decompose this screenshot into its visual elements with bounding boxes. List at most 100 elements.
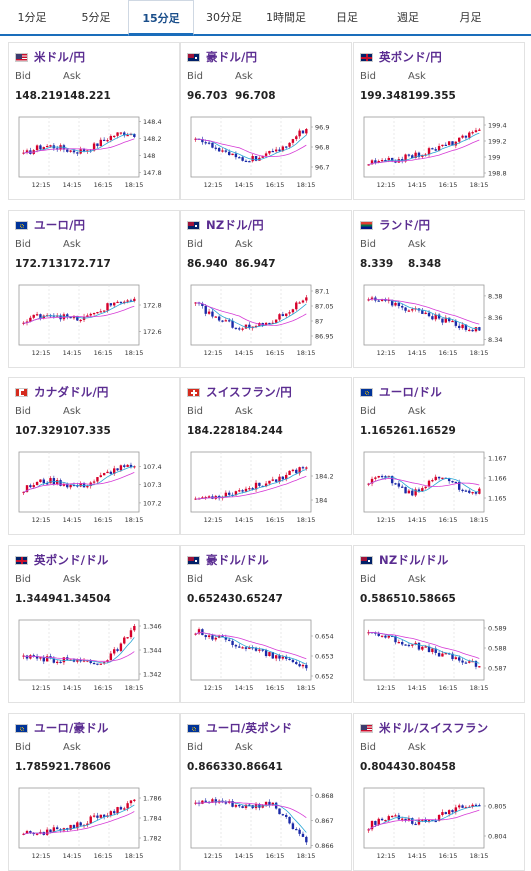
pair-name[interactable]: ユーロ/ドル xyxy=(379,385,442,399)
card-title[interactable]: 英ポンド/円 xyxy=(360,49,442,65)
card-title[interactable]: ユーロ/ドル xyxy=(360,384,442,400)
price-chart[interactable]: 107.4 107.3 107.2 12:15 14:15 16:15 18:15 xyxy=(17,450,173,530)
pair-name[interactable]: ユーロ/英ポンド xyxy=(206,721,293,735)
card-title[interactable]: カナダドル/円 xyxy=(15,384,109,400)
card-title[interactable]: スイスフラン/円 xyxy=(187,384,292,400)
pair-name[interactable]: NZドル/ドル xyxy=(379,553,449,567)
price-chart[interactable]: 148.4 148.2 148 147.8 12:15 14:15 16:15 18:15 xyxy=(17,115,173,195)
pair-name[interactable]: ユーロ/豪ドル xyxy=(34,721,109,735)
card-title[interactable]: 豪ドル/ドル xyxy=(187,552,269,568)
tab-3[interactable]: 30分足 xyxy=(206,11,242,24)
candle-body xyxy=(464,324,468,330)
candle-body xyxy=(427,148,431,155)
candle-body xyxy=(414,823,417,826)
card-title[interactable]: ユーロ/英ポンド xyxy=(187,720,292,736)
card-title[interactable]: NZドル/ドル xyxy=(360,552,449,568)
candle-body xyxy=(109,471,113,474)
card-title[interactable]: ランド/円 xyxy=(360,217,430,233)
candle-body xyxy=(431,148,434,150)
price-chart[interactable]: 0.805 0.804 12:15 14:15 16:15 18:15 xyxy=(362,786,518,866)
bid-label: Bid xyxy=(187,574,203,585)
rate-card[interactable]: NZドル/ドル Bid Ask 0.58651 0.58665 0.589 0.588 0.5… xyxy=(353,545,525,703)
price-chart[interactable]: 0.868 0.867 0.866 12:15 14:15 16:15 18:15 xyxy=(189,786,345,866)
pair-name[interactable]: 豪ドル/円 xyxy=(206,50,258,64)
price-chart[interactable]: 87.1 87.05 87 86.95 12:15 14:15 16:15 18:15 xyxy=(189,283,345,363)
pair-name[interactable]: 英ポンド/ドル xyxy=(34,553,109,567)
tab-6[interactable]: 週足 xyxy=(397,11,419,24)
price-chart[interactable]: 184.2 184 12:15 14:15 16:15 18:15 xyxy=(189,450,345,530)
rate-card[interactable]: ユーロ/ドル Bid Ask 1.16526 1.16529 1.167 1.166 1.16… xyxy=(353,377,525,535)
x-tick-label: 14:15 xyxy=(235,181,254,189)
card-title[interactable]: 米ドル/スイスフラン xyxy=(360,720,488,736)
rate-card[interactable]: 米ドル/スイスフラン Bid Ask 0.80443 0.80458 0.805 0.804… xyxy=(353,713,525,871)
candle-body xyxy=(244,488,248,492)
pair-name[interactable]: ランド/円 xyxy=(379,218,431,232)
x-tick-label: 12:15 xyxy=(32,852,51,860)
pair-name[interactable]: 米ドル/円 xyxy=(34,50,86,64)
candle-body xyxy=(22,655,25,657)
rate-card[interactable]: ユーロ/英ポンド Bid Ask 0.86633 0.86641 0.868 0.867 0.… xyxy=(180,713,352,871)
pair-name[interactable]: スイスフラン/円 xyxy=(206,385,292,399)
price-chart[interactable]: 1.167 1.166 1.165 12:15 14:15 16:15 18:15 xyxy=(362,450,518,530)
bid-value: 1.34494 xyxy=(15,593,63,605)
candle-body xyxy=(39,314,42,319)
tab-5[interactable]: 日足 xyxy=(336,11,358,24)
rate-card[interactable]: スイスフラン/円 Bid Ask 184.228 184.244 184.2 184 12:1… xyxy=(180,377,352,535)
pair-name[interactable]: ユーロ/円 xyxy=(34,218,86,232)
price-chart[interactable]: 1.346 1.344 1.342 12:15 14:15 16:15 18:15 xyxy=(17,618,173,698)
candle-body xyxy=(441,653,444,657)
candle-body xyxy=(96,477,99,482)
candle-body xyxy=(384,476,387,478)
card-title[interactable]: ユーロ/円 xyxy=(15,217,85,233)
x-tick-label: 18:15 xyxy=(470,349,489,357)
pair-name[interactable]: 英ポンド/円 xyxy=(379,50,442,64)
pair-name[interactable]: 豪ドル/ドル xyxy=(206,553,269,567)
rate-card[interactable]: 英ポンド/円 Bid Ask 199.348 199.355 199.4 199.2 199 1… xyxy=(353,42,525,200)
rate-card[interactable]: ランド/円 Bid Ask 8.339 8.348 8.38 8.36 8.34 12:15 14… xyxy=(353,210,525,368)
candle-body xyxy=(461,135,464,138)
price-chart[interactable]: 172.8 172.6 12:15 14:15 16:15 18:15 xyxy=(17,283,173,363)
candle-body xyxy=(45,483,49,485)
candle-body xyxy=(474,327,478,332)
card-title[interactable]: 英ポンド/ドル xyxy=(15,552,109,568)
price-chart[interactable]: 1.786 1.784 1.782 12:15 14:15 16:15 18:15 xyxy=(17,786,173,866)
tab-0[interactable]: 1分足 xyxy=(17,11,47,24)
candle-body xyxy=(254,325,258,328)
tab-7[interactable]: 月足 xyxy=(459,11,482,24)
price-chart[interactable]: 0.654 0.653 0.652 12:15 14:15 16:15 18:15 xyxy=(189,618,345,698)
rate-card[interactable]: NZドル/円 Bid Ask 86.940 86.947 87.1 87.05 87 86.95… xyxy=(180,210,352,368)
candle-body xyxy=(109,303,113,306)
rate-card[interactable]: 豪ドル/円 Bid Ask 96.703 96.708 96.9 96.8 96.7 12:15… xyxy=(180,42,352,200)
card-title[interactable]: 豪ドル/円 xyxy=(187,49,257,65)
rate-card[interactable]: カナダドル/円 Bid Ask 107.329 107.335 107.4 107.3 107… xyxy=(8,377,180,535)
candle-body xyxy=(264,153,268,156)
candle-body xyxy=(407,490,411,494)
tab-4[interactable]: 1時間足 xyxy=(266,11,306,24)
rate-card[interactable]: 米ドル/円 Bid Ask 148.219 148.221 148.4 148.2 148 14… xyxy=(8,42,180,200)
price-chart[interactable]: 96.9 96.8 96.7 12:15 14:15 16:15 18:15 xyxy=(189,115,345,195)
card-title[interactable]: NZドル/円 xyxy=(187,217,264,233)
candle-body xyxy=(66,314,69,317)
price-chart[interactable]: 8.38 8.36 8.34 12:15 14:15 16:15 18:15 xyxy=(362,283,518,363)
price-chart[interactable]: 0.589 0.588 0.587 12:15 14:15 16:15 18:15 xyxy=(362,618,518,698)
candle-body xyxy=(194,302,197,304)
candlestick-chart: 184.2 184 12:15 14:15 16:15 18:15 xyxy=(190,451,334,524)
rate-card[interactable]: ユーロ/豪ドル Bid Ask 1.78592 1.78606 1.786 1.784 1.7… xyxy=(8,713,180,871)
bid-label: Bid xyxy=(15,574,31,585)
rate-card[interactable]: 豪ドル/ドル Bid Ask 0.65243 0.65247 0.654 0.653 0.65… xyxy=(180,545,352,703)
pair-name[interactable]: NZドル/円 xyxy=(206,218,264,232)
candle-body xyxy=(207,142,211,144)
candle-body xyxy=(72,659,76,662)
pair-name[interactable]: カナダドル/円 xyxy=(34,385,109,399)
rate-card[interactable]: 英ポンド/ドル Bid Ask 1.34494 1.34504 1.346 1.344 1.3… xyxy=(8,545,180,703)
bid-label: Bid xyxy=(15,71,31,82)
card-title[interactable]: 米ドル/円 xyxy=(15,49,85,65)
tab-2[interactable]: 15分足 xyxy=(128,0,194,36)
card-title[interactable]: ユーロ/豪ドル xyxy=(15,720,109,736)
price-chart[interactable]: 199.4 199.2 199 198.8 12:15 14:15 16:15 18:15 xyxy=(362,115,518,195)
ask-label: Ask xyxy=(408,574,426,585)
pair-name[interactable]: 米ドル/スイスフラン xyxy=(379,721,489,735)
candle-body xyxy=(45,656,49,662)
rate-card[interactable]: ユーロ/円 Bid Ask 172.713 172.717 172.8 172.6 12:15… xyxy=(8,210,180,368)
tab-1[interactable]: 5分足 xyxy=(81,11,111,24)
